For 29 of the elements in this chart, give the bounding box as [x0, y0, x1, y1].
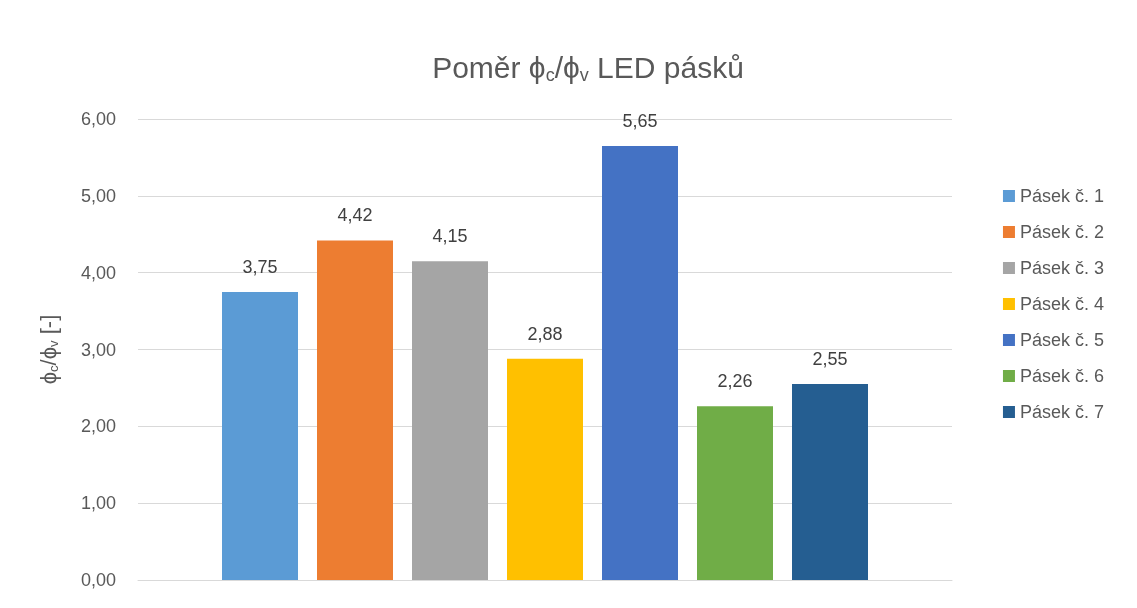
y-tick-label: 0,00 — [80, 570, 116, 590]
legend-label: Pásek č. 5 — [1019, 330, 1105, 350]
bar — [222, 291, 298, 580]
legend-label: Pásek č. 4 — [1019, 294, 1105, 314]
data-label: 2,55 — [812, 349, 848, 370]
bar — [602, 145, 678, 580]
y-tick-label: 2,00 — [80, 416, 116, 437]
data-label: 4,15 — [432, 226, 468, 247]
y-tick-label: 6,00 — [80, 109, 116, 129]
legend-label: Pásek č. 7 — [1019, 402, 1105, 422]
bar — [792, 384, 868, 580]
y-tick-label: 3,00 — [80, 339, 116, 360]
bar — [507, 358, 583, 580]
legend-label: Pásek č. 3 — [1019, 258, 1105, 278]
data-label: 2,88 — [527, 323, 563, 344]
y-tick-label: 1,00 — [80, 493, 116, 514]
bar — [412, 261, 488, 580]
y-tick-label: 4,00 — [80, 262, 116, 283]
bar — [697, 406, 773, 580]
data-label: 3,75 — [242, 256, 278, 277]
bar — [317, 240, 393, 580]
legend-label: Pásek č. 2 — [1019, 222, 1105, 242]
y-tick-label: 5,00 — [80, 185, 116, 206]
legend-label: Pásek č. 1 — [1019, 186, 1105, 206]
legend-label: Pásek č. 6 — [1019, 366, 1105, 386]
y-axis-title: ϕc/ϕv [-] — [35, 314, 61, 385]
data-label: 5,65 — [622, 110, 658, 131]
data-label: 4,42 — [337, 205, 373, 226]
data-label: 2,26 — [717, 371, 753, 392]
